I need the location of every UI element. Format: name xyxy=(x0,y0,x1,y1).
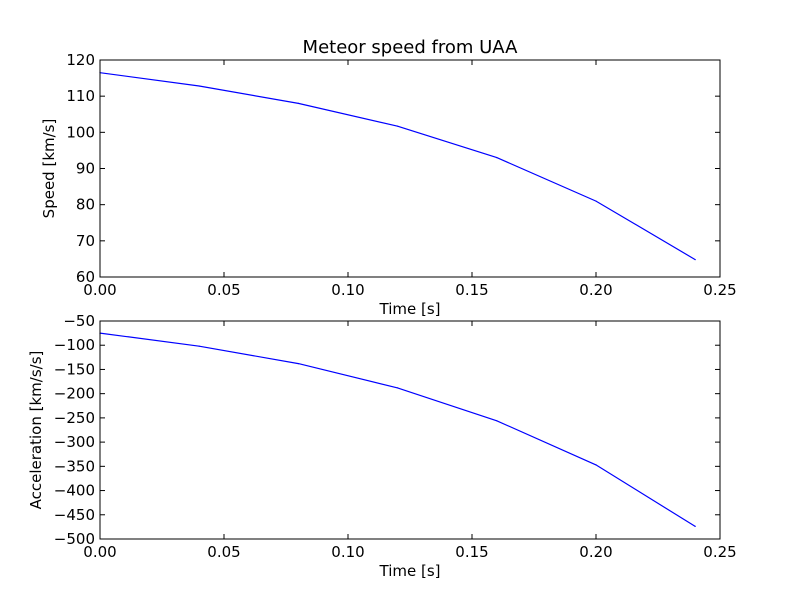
acceleration-x-tick-label: 0.25 xyxy=(703,543,736,561)
speed-data-point xyxy=(198,85,200,87)
speed-x-tick-label: 0.00 xyxy=(83,281,116,299)
acceleration-axes-frame xyxy=(99,320,721,540)
speed-y-tick-label: 120 xyxy=(66,51,95,69)
acceleration-y-tick-label: −450 xyxy=(54,506,95,524)
acceleration-data-point xyxy=(397,387,399,389)
speed-y-tick-label: 80 xyxy=(76,196,95,214)
acceleration-x-tick-label: 0.10 xyxy=(331,543,364,561)
acceleration-x-tick-label: 0.20 xyxy=(579,543,612,561)
acceleration-data-point xyxy=(595,464,597,466)
speed-x-tick-label: 0.10 xyxy=(331,281,364,299)
speed-data-point xyxy=(496,157,498,159)
speed-plot-area xyxy=(100,60,720,277)
speed-data-point xyxy=(297,102,299,104)
speed-chart: Meteor speed from UAA 0.00 0.05 0.10 0.15 0.… xyxy=(40,37,737,318)
speed-x-axis-label: Time [s] xyxy=(379,300,441,318)
acceleration-y-tick-label: −300 xyxy=(54,433,95,451)
acceleration-data-point xyxy=(198,345,200,347)
chart-title: Meteor speed from UAA xyxy=(303,37,519,58)
speed-x-tick-label: 0.25 xyxy=(703,281,736,299)
speed-data-point xyxy=(595,200,597,202)
speed-x-tick-label: 0.05 xyxy=(207,281,240,299)
speed-y-axis-label: Speed [km/s] xyxy=(40,119,58,219)
speed-x-tick-label: 0.20 xyxy=(579,281,612,299)
acceleration-y-tick-label: −50 xyxy=(63,312,95,330)
acceleration-y-tick-label: −350 xyxy=(54,457,95,475)
acceleration-x-tick-label: 0.15 xyxy=(455,543,488,561)
speed-data-point xyxy=(694,259,696,261)
acceleration-y-tick-label: −200 xyxy=(54,385,95,403)
acceleration-data-point xyxy=(496,420,498,422)
speed-y-tick-label: 60 xyxy=(76,268,95,286)
speed-y-tick-label: 90 xyxy=(76,160,95,178)
speed-data-point xyxy=(397,125,399,127)
acceleration-x-axis-label: Time [s] xyxy=(379,562,441,580)
acceleration-y-tick-label: −400 xyxy=(54,482,95,500)
acceleration-y-tick-label: −150 xyxy=(54,360,95,378)
acceleration-y-axis-label: Acceleration [km/s/s] xyxy=(27,351,45,510)
acceleration-plot-area xyxy=(100,321,720,539)
acceleration-data-point xyxy=(694,525,696,528)
acceleration-y-tick-label: −500 xyxy=(54,530,95,548)
speed-y-tick-label: 100 xyxy=(66,123,95,141)
acceleration-y-tick-label: −250 xyxy=(54,409,95,427)
acceleration-chart: 0.00 0.05 0.10 0.15 0.20 0.25 −500 −450 −400 −350… xyxy=(27,312,737,580)
acceleration-y-tick-label: −100 xyxy=(54,336,95,354)
speed-y-tick-label: 70 xyxy=(76,232,95,250)
speed-x-tick-label: 0.15 xyxy=(455,281,488,299)
speed-axes-frame xyxy=(99,59,721,278)
acceleration-data-point xyxy=(297,363,299,365)
acceleration-x-tick-label: 0.05 xyxy=(207,543,240,561)
acceleration-x-tick-label: 0.00 xyxy=(83,543,116,561)
speed-y-tick-label: 110 xyxy=(66,87,95,105)
